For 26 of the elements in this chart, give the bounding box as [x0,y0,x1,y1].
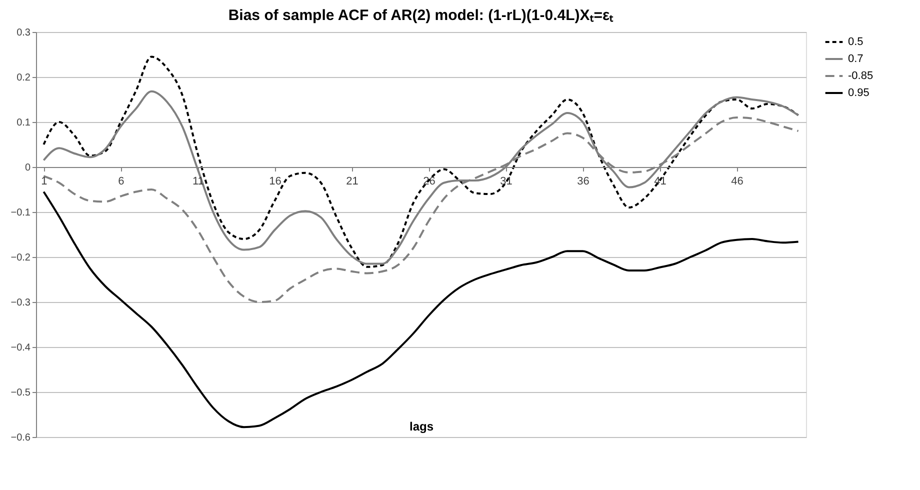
x-tick-label: 1 [41,176,48,188]
y-tick-label: 0 [24,162,31,174]
x-tick-label: 41 [654,176,666,188]
y-tick-label: 0.2 [16,72,31,84]
legend-label: 0.5 [848,36,864,48]
y-tick-label: −0.4 [10,342,31,354]
y-tick-label: 0.1 [16,118,31,128]
x-tick-label: 21 [346,176,358,188]
y-tick-label: −0.1 [10,208,31,218]
x-axis-title: lags [409,420,434,434]
x-tick-label: 36 [577,176,590,188]
x-tick-label: 16 [269,176,282,188]
line-series [42,56,800,268]
legend-label: 0.95 [848,87,870,99]
legend-label: 0.7 [848,53,864,65]
x-tick-label: 31 [500,176,512,188]
legend-label: -0.85 [848,70,874,82]
x-tick-label: 46 [731,176,744,188]
y-tick-label: −0.6 [10,432,31,444]
y-tick-label: −0.3 [10,298,31,308]
y-tick-label: −0.5 [10,388,31,398]
x-tick-label: 6 [118,176,124,188]
y-tick-label: −0.2 [10,252,31,264]
y-tick-label: 0.3 [16,28,31,38]
chart-title: Bias of sample ACF of AR(2) model: (1-rL)(1-0.4L)Xₜ=εₜ [228,7,614,24]
x-tick-label: 26 [423,176,436,188]
